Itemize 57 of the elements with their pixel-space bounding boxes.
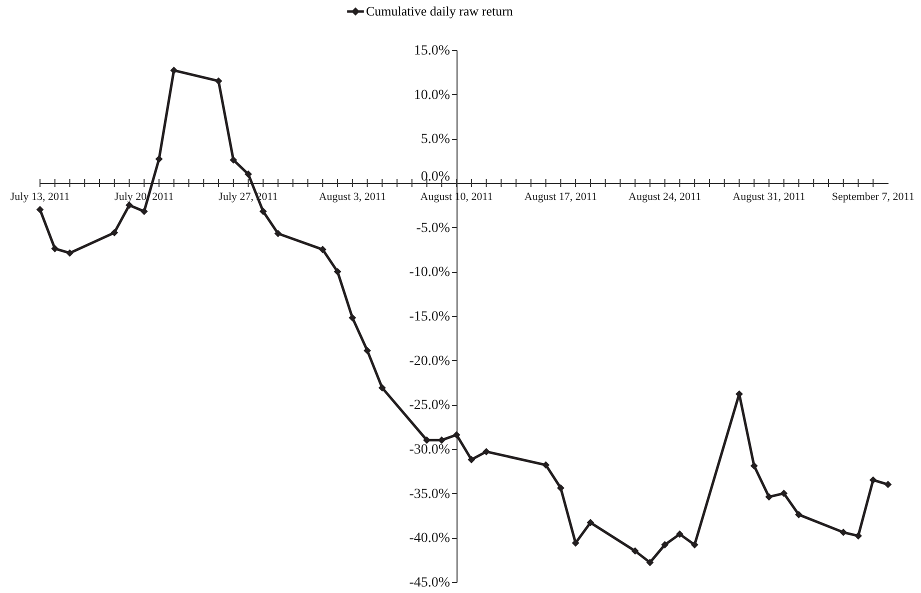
y-tick-label: 10.0% [414,88,450,103]
point [586,518,594,526]
point [259,208,267,216]
point [36,206,44,214]
y-tick-label: 15.0% [414,44,450,58]
point [244,170,252,178]
y-tick-label: -15.0% [409,310,450,324]
point [572,539,580,547]
point [556,484,564,492]
y-tick-label: -25.0% [409,398,450,414]
point [318,246,326,254]
y-tick-label: -20.0% [409,354,450,369]
point [468,456,476,464]
point [155,155,163,163]
y-tick-label: -30.0% [409,442,450,458]
point [452,431,460,439]
point [884,480,892,488]
point [840,528,848,536]
point [542,461,550,469]
y-tick-label: -45.0% [409,576,450,590]
x-tick-label: August 24, 2011 [628,191,702,203]
point [140,208,148,216]
point [110,228,118,236]
x-tick-label: July 13, 2011 [10,191,70,203]
point [482,448,490,456]
point [869,476,877,484]
y-tick-label: 5.0% [420,132,450,148]
legend-label: Cumulative daily raw return [366,4,514,18]
point [214,77,222,85]
point [378,384,386,392]
y-tick-label: -10.0% [409,265,450,280]
point [51,244,59,252]
point [676,530,684,538]
x-tick-label: August 3, 2011 [318,191,386,203]
y-tick-label: -40.0% [409,531,450,546]
point [661,541,669,548]
x-tick-label: August 31, 2011 [732,191,806,203]
point [230,156,238,164]
y-tick-label: 0.0% [420,170,450,184]
x-tick-label: August 17, 2011 [524,191,598,203]
point [170,66,178,74]
point [274,230,282,238]
point [364,346,372,354]
point [750,462,758,470]
y-tick-label: -35.0% [409,486,450,502]
point [765,493,773,501]
point [780,490,788,498]
point [854,532,862,540]
point [795,510,802,518]
x-tick-label: September 7, 2011 [832,191,914,203]
point [334,268,342,276]
point [631,547,639,555]
y-tick-label: -5.0% [416,220,450,236]
point [66,249,74,257]
point [646,558,654,566]
point [348,314,356,322]
point [690,541,698,548]
